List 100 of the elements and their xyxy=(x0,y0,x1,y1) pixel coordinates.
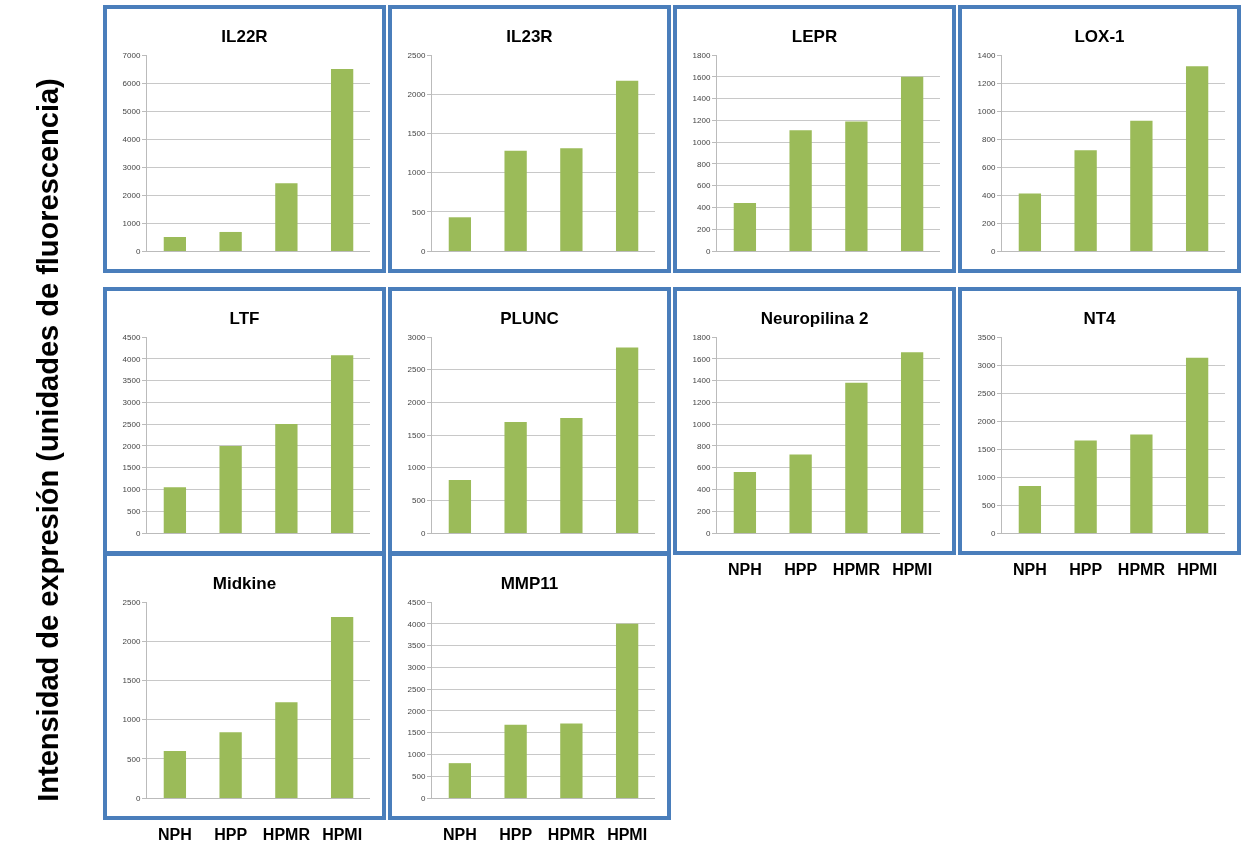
chart-title: LEPR xyxy=(791,26,838,46)
x-tick-label: HPP xyxy=(499,826,533,844)
y-tick-label: 800 xyxy=(697,441,711,451)
y-tick-label: 4500 xyxy=(122,332,141,342)
y-tick-label: 1600 xyxy=(692,72,711,82)
y-tick-label: 2500 xyxy=(977,388,996,398)
y-tick-label: 500 xyxy=(127,754,141,764)
y-tick-label: 600 xyxy=(982,162,996,172)
x-tick-label: NPH xyxy=(1012,561,1047,579)
chart-title: IL22R xyxy=(221,26,268,46)
bar xyxy=(1130,120,1153,251)
y-tick-label: 400 xyxy=(697,203,711,213)
y-tick-label: 4000 xyxy=(407,619,426,629)
y-tick-label: 3500 xyxy=(977,332,996,342)
y-tick-label: 0 xyxy=(135,793,141,803)
y-tick-label: 2000 xyxy=(407,706,426,716)
y-tick-label: 1200 xyxy=(977,78,996,88)
y-tick-label: 1000 xyxy=(122,715,141,725)
y-tick-label: 200 xyxy=(982,218,996,228)
chart-title: NT4 xyxy=(1083,308,1117,328)
bar xyxy=(789,130,812,251)
y-tick-label: 1000 xyxy=(977,472,996,482)
y-tick-label: 1000 xyxy=(407,168,426,178)
bar xyxy=(900,352,924,533)
bar xyxy=(1185,357,1209,533)
bar xyxy=(448,480,472,533)
y-tick-label: 0 xyxy=(420,793,426,803)
y-tick-label: 1000 xyxy=(692,137,711,147)
chart-title: MMP11 xyxy=(500,573,559,593)
y-tick-label: 500 xyxy=(412,772,426,782)
y-tick-label: 1500 xyxy=(122,676,141,686)
y-tick-label: 600 xyxy=(697,181,711,191)
y-tick-label: 500 xyxy=(127,507,141,517)
y-tick-label: 0 xyxy=(135,528,141,538)
y-tick-label: 2500 xyxy=(407,365,426,375)
bar xyxy=(615,80,639,251)
x-tick-label: NPH xyxy=(442,826,477,844)
y-tick-label: 1000 xyxy=(407,463,426,473)
y-tick-label: 200 xyxy=(697,225,711,235)
y-tick-label: 1600 xyxy=(692,354,711,364)
y-tick-label: 0 xyxy=(420,528,426,538)
chart-title: Neuropilina 2 xyxy=(760,308,869,328)
bar xyxy=(845,382,868,533)
bar xyxy=(560,723,583,798)
bar xyxy=(900,76,924,251)
bar xyxy=(504,421,527,533)
y-tick-label: 0 xyxy=(705,528,711,538)
x-tick-label: HPMI xyxy=(607,826,648,844)
y-tick-label: 3000 xyxy=(407,663,426,673)
y-tick-label: 500 xyxy=(412,207,426,217)
y-tick-label: 1000 xyxy=(407,750,426,760)
x-tick-label: HPMR xyxy=(1117,561,1166,579)
bar xyxy=(733,203,757,251)
bar xyxy=(219,231,242,251)
y-tick-label: 1200 xyxy=(692,116,711,126)
x-tick-label: HPMI xyxy=(1177,561,1218,579)
x-tick-label: HPP xyxy=(214,826,248,844)
y-tick-label: 1000 xyxy=(977,106,996,116)
y-tick-label: 3000 xyxy=(122,398,141,408)
y-tick-label: 5000 xyxy=(122,106,141,116)
y-tick-label: 3000 xyxy=(977,360,996,370)
y-tick-label: 6000 xyxy=(122,78,141,88)
bar xyxy=(504,150,527,251)
y-tick-label: 3000 xyxy=(407,332,426,342)
bar xyxy=(163,237,187,251)
chart-title: PLUNC xyxy=(500,308,559,328)
bar xyxy=(1074,440,1097,533)
x-tick-label: HPMI xyxy=(892,561,933,579)
y-tick-label: 800 xyxy=(697,159,711,169)
y-tick-label: 4000 xyxy=(122,134,141,144)
y-tick-label: 1800 xyxy=(692,332,711,342)
y-tick-label: 3000 xyxy=(122,162,141,172)
bar xyxy=(845,121,868,251)
y-tick-label: 1000 xyxy=(122,485,141,495)
y-tick-label: 0 xyxy=(990,246,996,256)
y-tick-label: 0 xyxy=(705,246,711,256)
y-tick-label: 2000 xyxy=(407,90,426,99)
y-axis-title: Intensidad de expresión (unidades de fluorescencia) xyxy=(31,78,65,802)
y-tick-label: 1200 xyxy=(692,398,711,408)
bar xyxy=(560,148,583,251)
bar xyxy=(448,763,472,798)
bar xyxy=(560,418,583,533)
y-tick-label: 0 xyxy=(135,246,141,256)
bar xyxy=(733,472,757,533)
y-tick-label: 0 xyxy=(990,528,996,538)
y-tick-label: 1500 xyxy=(122,463,141,473)
bar xyxy=(1018,485,1042,533)
y-tick-label: 200 xyxy=(697,507,711,517)
x-tick-label: NPH xyxy=(157,826,192,844)
y-tick-label: 1500 xyxy=(407,430,426,440)
y-tick-label: 2500 xyxy=(407,50,426,60)
bar xyxy=(163,487,187,533)
y-tick-label: 1400 xyxy=(977,50,996,60)
bar xyxy=(275,183,298,251)
x-tick-label: HPP xyxy=(1069,561,1103,579)
y-tick-label: 2000 xyxy=(122,190,141,200)
y-tick-label: 2500 xyxy=(122,597,141,607)
y-tick-label: 1400 xyxy=(692,94,711,104)
y-tick-label: 500 xyxy=(982,500,996,510)
y-tick-label: 3500 xyxy=(407,641,426,651)
